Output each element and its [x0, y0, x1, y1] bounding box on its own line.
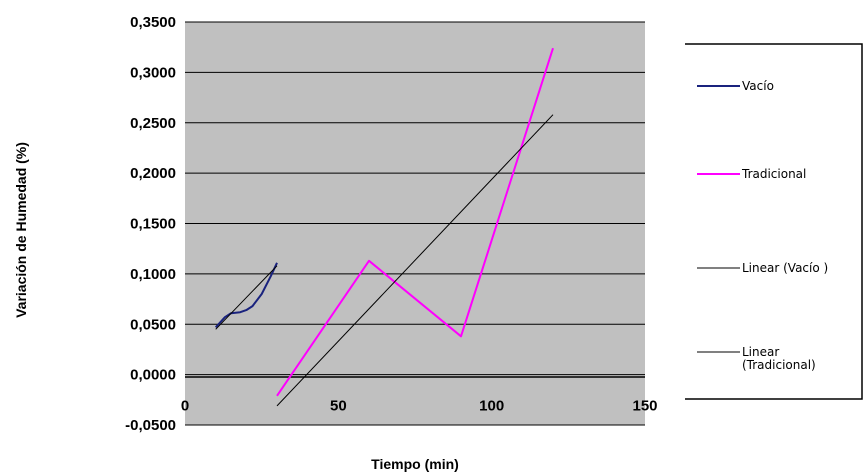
gridlines	[185, 21, 645, 426]
legend-label: Linear (Tradicional)	[742, 345, 816, 372]
x-tick-labels: 0 50 100 150	[181, 398, 658, 415]
y-tick-label: 0,0500	[130, 316, 176, 333]
y-tick-label: -0,0500	[125, 417, 176, 434]
y-tick-label: 0,1000	[130, 266, 176, 283]
legend: Vacío Tradicional Linear (Vacío ) Linear (Tr…	[685, 43, 863, 400]
series-line	[276, 47, 554, 397]
y-tick-label: 0,0000	[130, 367, 176, 384]
y-tick-label: 0,2000	[130, 165, 176, 182]
x-tick-label: 100	[479, 398, 504, 415]
x-axis-title: Tiempo (min)	[371, 456, 459, 472]
series-line	[215, 265, 278, 330]
x-tick-label: 0	[181, 398, 189, 415]
series-line	[276, 114, 554, 407]
legend-box	[685, 43, 863, 400]
y-tick-label: 0,3000	[130, 64, 176, 81]
y-tick-label: 0,2500	[130, 115, 176, 132]
y-axis-title: Variación de Humedad (%)	[13, 142, 29, 318]
legend-label: Tradicional	[741, 167, 806, 181]
legend-label: Linear (Vacío )	[742, 261, 828, 275]
y-tick-label: 0,1500	[130, 216, 176, 233]
series-lines	[214, 47, 554, 407]
legend-label: Vacío	[742, 79, 774, 93]
x-tick-label: 50	[330, 398, 347, 415]
y-tick-label: 0,3500	[130, 14, 176, 31]
x-tick-label: 150	[632, 398, 657, 415]
y-tick-labels: -0,0500 0,0000 0,0500 0,1000 0,1500 0,2000 0,2…	[125, 14, 176, 434]
series-line	[214, 262, 278, 328]
